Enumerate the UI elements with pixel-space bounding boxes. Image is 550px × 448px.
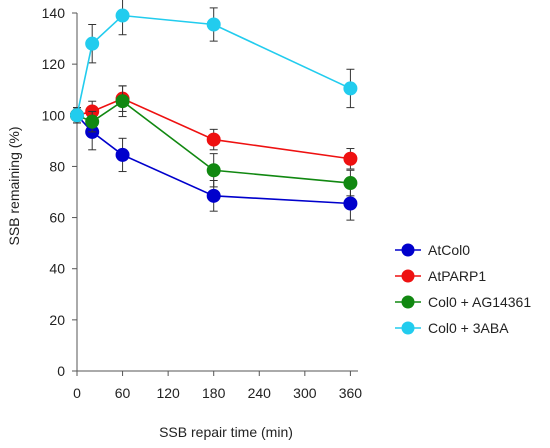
data-point	[206, 188, 221, 203]
y-tick-label: 40	[49, 261, 65, 277]
legend-marker	[401, 269, 415, 283]
y-tick-label: 100	[42, 107, 66, 123]
data-point	[343, 196, 358, 211]
legend-marker	[401, 295, 415, 309]
y-tick-label: 120	[42, 56, 66, 72]
data-point	[85, 36, 100, 51]
legend-marker	[401, 243, 415, 257]
data-point	[115, 8, 130, 23]
x-tick-label: 240	[248, 385, 272, 401]
axes	[76, 13, 358, 372]
legend-label: AtPARP1	[428, 268, 486, 284]
x-axis-title: SSB repair time (min)	[159, 424, 293, 440]
x-tick-label: 360	[339, 385, 363, 401]
y-tick-label: 140	[42, 5, 66, 21]
data-point	[343, 151, 358, 166]
y-tick-label: 0	[57, 363, 65, 379]
data-point	[343, 81, 358, 96]
x-tick-label: 180	[202, 385, 226, 401]
legend-label: AtCol0	[428, 242, 470, 258]
data-point	[343, 176, 358, 191]
legend-entry: AtPARP1	[395, 268, 486, 284]
legend-entry: Col0 + AG14361	[395, 294, 531, 310]
data-point	[115, 147, 130, 162]
x-tick-label: 0	[73, 385, 81, 401]
data-point	[206, 163, 221, 178]
x-tick-label: 120	[156, 385, 180, 401]
x-tick-label: 60	[115, 385, 131, 401]
data-point	[115, 94, 130, 109]
data-point	[206, 132, 221, 147]
legend-entry: Col0 + 3ABA	[395, 320, 509, 336]
data-point	[70, 108, 84, 123]
legend-marker	[401, 321, 415, 335]
y-tick-label: 20	[49, 312, 65, 328]
y-axis-title: SSB remaining (%)	[6, 126, 22, 245]
x-tick-label: 300	[293, 385, 317, 401]
legend-label: Col0 + 3ABA	[428, 320, 509, 336]
series-layer	[70, 0, 358, 221]
series-3	[70, 0, 358, 124]
y-tick-label: 80	[49, 158, 65, 174]
data-point	[85, 114, 100, 129]
legend-label: Col0 + AG14361	[428, 294, 531, 310]
y-axis-ticks: 0 20 40 60 80 100 120 140	[42, 5, 77, 379]
legend: AtCol0 AtPARP1 Col0 + AG14361 Col0 + 3ABA	[395, 242, 531, 336]
x-axis-ticks: 0 60 120 180 240 300 360	[73, 371, 362, 401]
data-point	[206, 17, 221, 32]
y-tick-label: 60	[49, 210, 65, 226]
legend-entry: AtCol0	[395, 242, 470, 258]
